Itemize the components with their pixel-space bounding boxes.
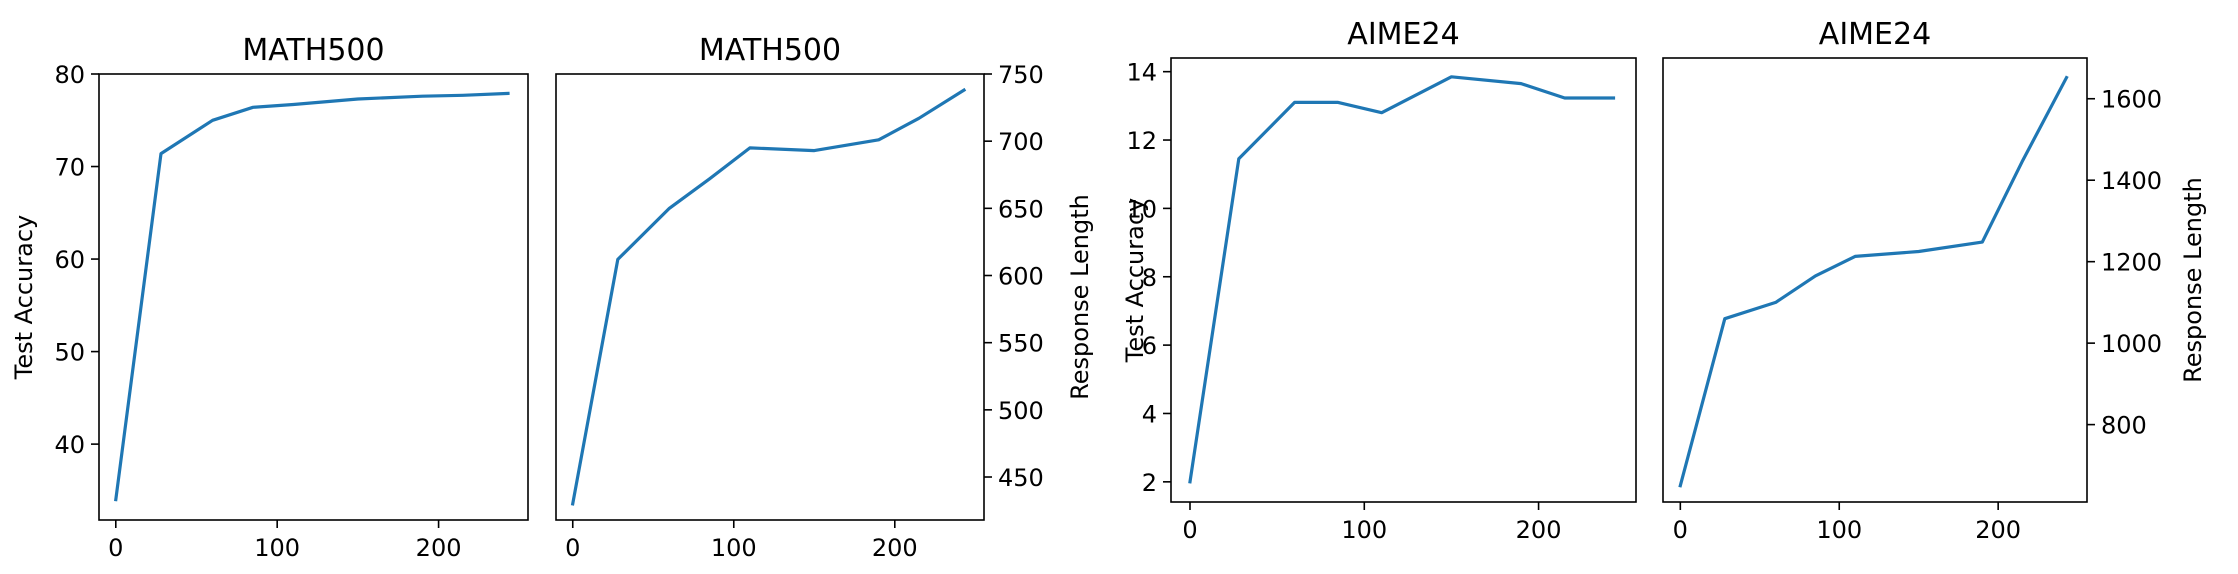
y-tick-label: 14 [1126,59,1157,87]
y-tick-label: 8 [1142,264,1157,292]
plot-frame [555,73,985,521]
y-axis-label: Response Length [2179,177,2207,383]
chart-panel-3: AIME24 0 100 200 2 4 6 8 10 12 14 Test Accuracy [1121,17,1637,544]
series-line-1 [570,87,967,506]
x-tick-label: 200 [1516,516,1562,544]
plot-frame [1662,57,2088,503]
chart-panel-2: MATH500 0 100 200 450 500 550 600 650 700 750 Respo… [555,33,1094,562]
y-axis-label: Test Accuracy [10,215,38,380]
x-tick-label: 100 [711,534,757,562]
chart-title: AIME24 [1819,17,1931,52]
x-tick-label: 0 [565,534,580,562]
y-tick-label: 40 [54,431,85,459]
chart-panel-4: AIME24 0 100 200 800 1000 1200 1400 1600 Response… [1662,17,2207,544]
y-tick-label: 12 [1126,127,1157,155]
y-tick-label: 1200 [2101,249,2162,277]
y-tick-label: 60 [54,246,85,274]
y-tick-label: 600 [998,263,1044,291]
y-tick-label: 50 [54,339,85,367]
chart-title: AIME24 [1347,17,1459,52]
x-tick-label: 0 [1673,516,1688,544]
x-tick-label: 200 [1975,516,2021,544]
y-tick-label: 1600 [2101,86,2162,114]
series-line-1 [114,91,510,502]
y-tick-label: 1400 [2101,167,2162,195]
x-tick-label: 200 [872,534,918,562]
plot-frame [98,73,529,521]
y-tick-label: 750 [998,61,1044,89]
y-tick-label: 2 [1142,469,1157,497]
series-line-1 [1678,75,2069,488]
x-tick-label: 200 [416,534,462,562]
y-tick-label: 4 [1142,400,1157,428]
y-axis-label: Response Length [1066,194,1094,400]
x-tick-label: 100 [1816,516,1862,544]
y-tick-label: 1000 [2101,330,2162,358]
y-tick-label: 450 [998,464,1044,492]
y-tick-label: 550 [998,330,1044,358]
x-tick-label: 100 [1341,516,1387,544]
x-tick-label: 100 [254,534,300,562]
chart-title: MATH500 [699,33,841,68]
x-tick-label: 0 [1182,516,1197,544]
y-tick-label: 10 [1126,195,1157,223]
chart-title: MATH500 [242,33,384,68]
y-tick-label: 700 [998,128,1044,156]
chart-panel-1: MATH500 0 100 200 40 50 60 70 80 Test Accuracy [10,33,529,562]
y-tick-label: 650 [998,195,1044,223]
series-line-1 [1188,75,1616,484]
y-tick-label: 800 [2101,412,2147,440]
x-tick-label: 0 [108,534,123,562]
y-tick-label: 500 [998,397,1044,425]
y-tick-label: 6 [1142,332,1157,360]
y-axis-label: Test Accuracy [1121,198,1149,363]
plot-frame [1170,57,1637,503]
y-tick-label: 70 [54,154,85,182]
y-tick-label: 80 [54,61,85,89]
